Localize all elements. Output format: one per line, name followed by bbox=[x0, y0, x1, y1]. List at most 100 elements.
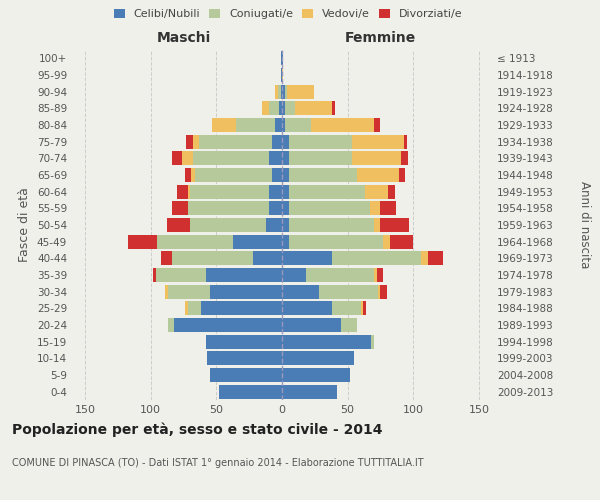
Bar bbox=[185, 301, 187, 316]
Bar bbox=[352, 152, 401, 166]
Bar bbox=[388, 184, 395, 199]
Text: Femmine: Femmine bbox=[345, 31, 416, 45]
Bar bbox=[282, 284, 319, 298]
Bar bbox=[165, 284, 168, 298]
Bar bbox=[210, 284, 282, 298]
Bar bbox=[187, 184, 190, 199]
Bar bbox=[191, 168, 196, 182]
Text: Popolazione per età, sesso e stato civile - 2014: Popolazione per età, sesso e stato civil… bbox=[12, 422, 383, 437]
Bar bbox=[352, 134, 404, 149]
Bar bbox=[282, 152, 289, 166]
Bar bbox=[282, 168, 289, 182]
Bar bbox=[182, 152, 193, 166]
Bar bbox=[212, 118, 236, 132]
Bar bbox=[187, 301, 200, 316]
Bar bbox=[399, 168, 406, 182]
Bar bbox=[269, 152, 282, 166]
Bar bbox=[156, 268, 206, 282]
Bar bbox=[253, 251, 282, 266]
Bar bbox=[236, 118, 275, 132]
Bar bbox=[374, 268, 377, 282]
Bar bbox=[281, 52, 282, 66]
Bar bbox=[275, 118, 282, 132]
Bar bbox=[284, 84, 287, 99]
Bar bbox=[370, 201, 380, 216]
Bar bbox=[332, 301, 361, 316]
Bar bbox=[282, 201, 289, 216]
Bar bbox=[210, 368, 282, 382]
Bar bbox=[282, 251, 332, 266]
Bar bbox=[266, 218, 282, 232]
Bar bbox=[289, 134, 352, 149]
Bar bbox=[271, 134, 282, 149]
Bar bbox=[289, 184, 365, 199]
Bar bbox=[281, 84, 282, 99]
Bar bbox=[289, 152, 352, 166]
Bar bbox=[380, 218, 409, 232]
Bar bbox=[374, 118, 380, 132]
Bar bbox=[383, 234, 389, 249]
Bar bbox=[289, 234, 383, 249]
Bar bbox=[380, 201, 396, 216]
Bar bbox=[282, 184, 289, 199]
Bar bbox=[289, 168, 357, 182]
Bar bbox=[282, 52, 283, 66]
Text: COMUNE DI PINASCA (TO) - Dati ISTAT 1° gennaio 2014 - Elaborazione TUTTITALIA.IT: COMUNE DI PINASCA (TO) - Dati ISTAT 1° g… bbox=[12, 458, 424, 468]
Bar bbox=[282, 368, 350, 382]
Bar bbox=[172, 201, 187, 216]
Legend: Celibi/Nubili, Coniugati/e, Vedovi/e, Divorziati/e: Celibi/Nubili, Coniugati/e, Vedovi/e, Di… bbox=[110, 6, 466, 22]
Bar bbox=[187, 201, 269, 216]
Bar bbox=[282, 334, 371, 349]
Bar bbox=[421, 251, 428, 266]
Bar bbox=[289, 218, 374, 232]
Y-axis label: Fasce di età: Fasce di età bbox=[19, 188, 31, 262]
Bar bbox=[357, 168, 399, 182]
Bar bbox=[401, 152, 408, 166]
Bar bbox=[269, 201, 282, 216]
Bar bbox=[275, 84, 278, 99]
Bar bbox=[377, 268, 383, 282]
Bar bbox=[207, 352, 282, 366]
Bar bbox=[282, 384, 337, 399]
Bar bbox=[282, 84, 284, 99]
Bar bbox=[281, 68, 282, 82]
Bar bbox=[311, 118, 374, 132]
Bar bbox=[161, 251, 172, 266]
Bar bbox=[269, 102, 280, 116]
Bar bbox=[199, 134, 271, 149]
Bar bbox=[271, 168, 282, 182]
Bar bbox=[305, 268, 374, 282]
Bar bbox=[185, 168, 191, 182]
Bar bbox=[282, 352, 354, 366]
Bar bbox=[200, 301, 282, 316]
Bar bbox=[332, 102, 335, 116]
Bar bbox=[364, 301, 366, 316]
Bar bbox=[269, 184, 282, 199]
Bar bbox=[341, 318, 357, 332]
Bar bbox=[378, 284, 380, 298]
Bar bbox=[389, 234, 413, 249]
Bar bbox=[177, 184, 187, 199]
Bar bbox=[282, 134, 289, 149]
Bar bbox=[282, 318, 341, 332]
Bar bbox=[295, 102, 332, 116]
Bar bbox=[206, 334, 282, 349]
Bar bbox=[262, 102, 269, 116]
Bar bbox=[374, 218, 380, 232]
Bar bbox=[371, 334, 374, 349]
Bar bbox=[282, 301, 332, 316]
Bar bbox=[278, 84, 281, 99]
Bar bbox=[361, 301, 364, 316]
Bar bbox=[193, 152, 269, 166]
Bar bbox=[282, 234, 289, 249]
Bar bbox=[319, 284, 378, 298]
Bar bbox=[282, 118, 284, 132]
Bar bbox=[206, 268, 282, 282]
Bar bbox=[190, 184, 269, 199]
Bar bbox=[154, 268, 156, 282]
Bar bbox=[287, 84, 314, 99]
Text: Maschi: Maschi bbox=[157, 31, 211, 45]
Bar bbox=[380, 284, 387, 298]
Bar bbox=[167, 218, 190, 232]
Bar bbox=[193, 134, 199, 149]
